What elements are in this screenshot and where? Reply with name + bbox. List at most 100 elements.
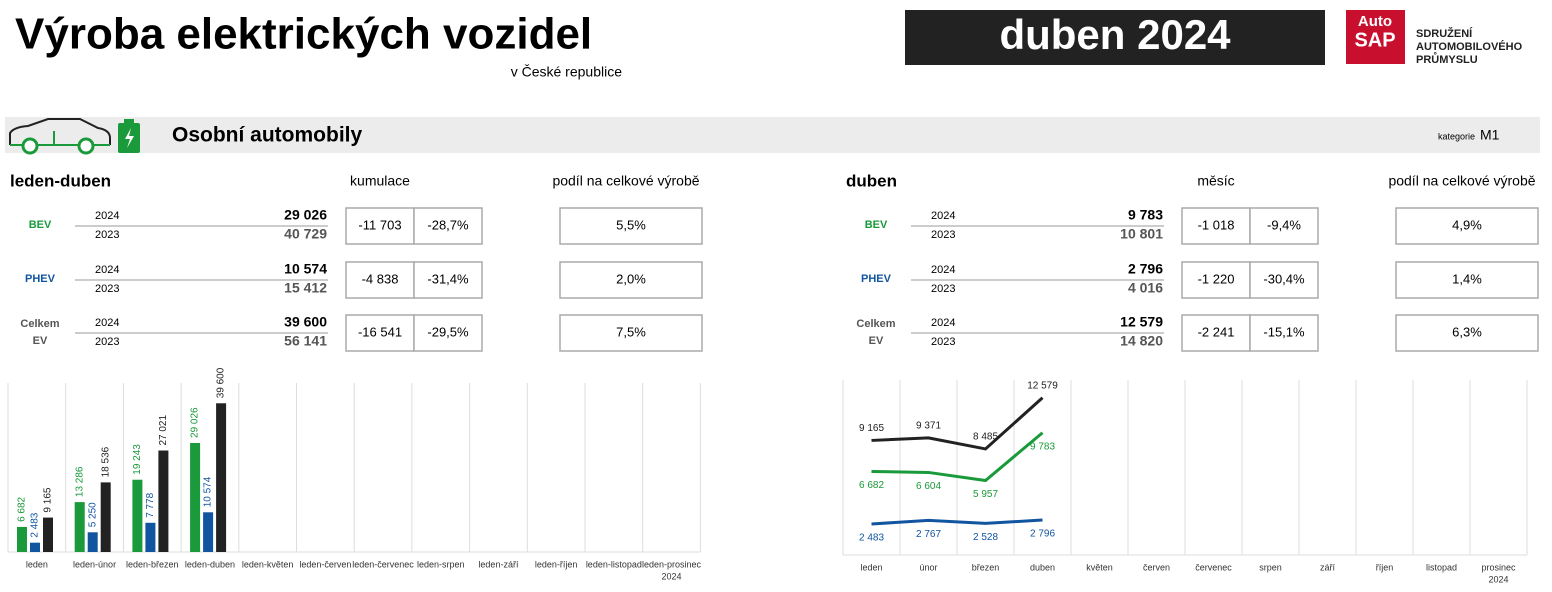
bar [203, 512, 214, 552]
year: 2024 [95, 264, 119, 276]
bar [145, 522, 156, 552]
data-label: 5 957 [973, 489, 998, 500]
value: 12 579 [1120, 314, 1163, 330]
data-label: 6 682 [859, 480, 884, 491]
value: 14 820 [1120, 333, 1163, 349]
box-value: 7,5% [616, 324, 646, 339]
box-value: -11 703 [358, 217, 401, 232]
value-box [413, 261, 483, 299]
data-label: 9 165 [859, 423, 884, 434]
row-label: BEV [29, 219, 52, 231]
column-header: podíl na celkové výrobě [552, 173, 699, 189]
x-tick-label: leden-říjen [535, 559, 578, 569]
box-value: 4,9% [1452, 217, 1482, 232]
box-value: 1,4% [1452, 271, 1482, 286]
year: 2023 [931, 229, 955, 241]
panel-title: duben [846, 171, 897, 190]
value-box [559, 314, 703, 352]
bar [132, 479, 143, 552]
year: 2024 [95, 317, 119, 329]
logo-text: Auto [1358, 13, 1392, 30]
line [871, 396, 1044, 451]
box-value: -2 241 [1198, 324, 1235, 339]
data-label: 27 021 [158, 414, 169, 445]
data-label: 13 286 [74, 466, 85, 497]
data-label: 7 778 [145, 492, 156, 517]
bar [216, 403, 227, 552]
box-value: -28,7% [427, 217, 469, 232]
data-label: 6 682 [17, 496, 28, 521]
row-label: PHEV [25, 273, 56, 285]
data-label: 2 528 [973, 532, 998, 543]
data-label: 9 165 [43, 487, 54, 512]
value-box [413, 314, 483, 352]
box-value: -1 220 [1198, 271, 1235, 286]
value-box [345, 314, 415, 352]
value: 9 783 [1128, 207, 1163, 223]
x-tick-label: leden-listopad [586, 559, 642, 569]
org: AUTOMOBILOVÉHO [1416, 40, 1523, 53]
x-tick-label: září [1320, 562, 1336, 572]
x-tick-label: červen [1143, 562, 1170, 572]
data-label: 2 796 [1030, 529, 1055, 540]
year: 2024 [931, 210, 955, 222]
category-label: kategorie [1438, 131, 1475, 141]
box-value: -30,4% [1263, 271, 1305, 286]
box-value: 5,5% [616, 217, 646, 232]
value-box [413, 207, 483, 245]
value: 2 796 [1128, 261, 1163, 277]
value-box [1249, 261, 1319, 299]
org: SDRUŽENÍ [1416, 27, 1473, 40]
section-bar [5, 117, 1540, 153]
x-tick-label: listopad [1426, 562, 1457, 572]
box-value: -1 018 [1198, 217, 1235, 232]
year: 2023 [931, 283, 955, 295]
x-tick-label: leden-červenec [352, 559, 414, 569]
data-label: 18 536 [100, 446, 111, 477]
x-tick-label: leden-červen [299, 559, 351, 569]
x-tick-label: prosinec [1481, 562, 1516, 572]
x-tick-label: říjen [1376, 562, 1394, 572]
column-header: měsíc [1197, 173, 1234, 189]
value-box [559, 207, 703, 245]
x-tick-label: leden-duben [185, 559, 235, 569]
year: 2024 [931, 264, 955, 276]
bar [100, 482, 111, 552]
value-box [1249, 207, 1319, 245]
value-box [1181, 207, 1251, 245]
value: 10 574 [284, 261, 327, 277]
year: 2024 [931, 317, 955, 329]
bar [190, 442, 201, 552]
category: M1 [1480, 127, 1500, 143]
row-label: EV [33, 335, 48, 347]
year: 2023 [95, 229, 119, 241]
x-tick-label: leden-květen [242, 559, 294, 569]
box-value: 2,0% [616, 271, 646, 286]
column-header: kumulace [350, 173, 410, 189]
value: 15 412 [284, 280, 327, 296]
data-label: 10 574 [203, 476, 214, 507]
value: 39 600 [284, 314, 327, 330]
column-header: podíl na celkové výrobě [1388, 173, 1535, 189]
x-tick-label: červenec [1195, 562, 1232, 572]
value-box [1395, 261, 1539, 299]
data-label: 39 600 [216, 367, 227, 398]
data-label: 2 483 [859, 533, 884, 544]
panel-title: leden-duben [10, 171, 111, 190]
value: 4 016 [1128, 280, 1163, 296]
value-box [1249, 314, 1319, 352]
data-label: 6 604 [916, 481, 941, 492]
subtitle: v České republice [511, 64, 622, 80]
row-label: BEV [865, 219, 888, 231]
x-tick-label: leden [860, 562, 882, 572]
data-label: 5 250 [87, 502, 98, 527]
value: 29 026 [284, 207, 327, 223]
period: duben 2024 [999, 11, 1231, 58]
x-tick-label: leden-srpen [417, 559, 465, 569]
value-box [1395, 314, 1539, 352]
value: 10 801 [1120, 226, 1163, 242]
box-value: -9,4% [1267, 217, 1301, 232]
x-tick-label: leden [26, 559, 48, 569]
data-label: 19 243 [132, 444, 143, 475]
value: 40 729 [284, 226, 327, 242]
